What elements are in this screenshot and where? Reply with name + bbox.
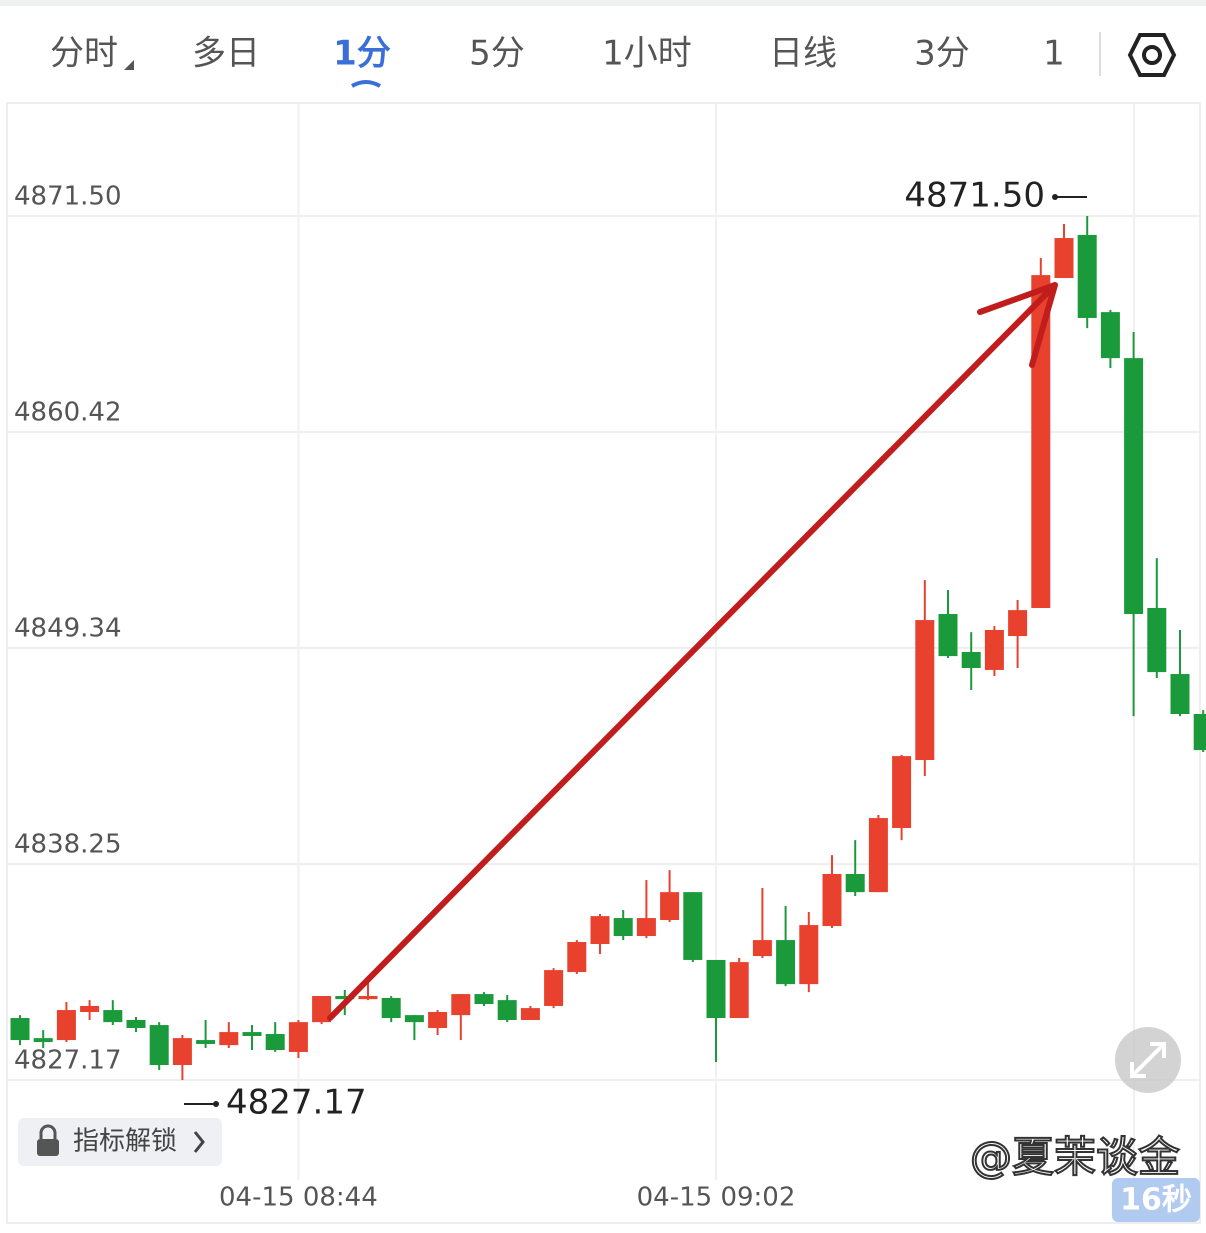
y-tick-label: 4860.42 [14,397,122,427]
y-tick-label: 4849.34 [14,613,122,643]
candle-body [497,1000,517,1020]
tab[interactable]: 分时 [50,34,118,74]
candle-body [1147,607,1167,673]
candle-body [636,918,656,936]
candle-body [288,1022,308,1052]
candle-body [613,918,633,936]
active-indicator [351,80,381,88]
candle-body [776,940,796,985]
candle-body [590,916,610,944]
dropdown-caret [124,60,134,70]
plot: 4827.17 4838.25 4849.34 4860.42 4871.50 04-15… [7,103,1206,1213]
candle-body [706,959,726,1019]
candle-body [845,874,865,893]
tab[interactable]: 3分 [914,34,970,74]
candle-body [33,1038,53,1043]
candle-body [103,1010,123,1023]
candle-body [265,1034,285,1051]
tab[interactable]: 多日 [192,34,260,74]
candle-body [544,970,564,1006]
drawn-arrow [327,282,1058,1021]
top-strip [0,0,1206,6]
candle-body [404,1015,424,1023]
tab-active[interactable]: 1分 [333,34,391,74]
candle-body [219,1032,239,1046]
candle-body [335,996,355,1000]
low-label: 4827.17 [226,1083,367,1123]
plot-frame [6,102,1201,1224]
candle-body [729,962,749,1019]
watermark: @夏茉谈金 [970,1133,1180,1182]
candle-body [892,756,912,829]
candle-body [567,942,587,973]
candle-body [381,997,401,1019]
candle-body [683,892,703,960]
candle-body [172,1038,192,1066]
candle-body [984,630,1004,670]
candle-body [1124,358,1144,615]
candle-body [1193,714,1206,751]
candle-body [149,1025,169,1066]
lock-label: 指标解锁 [73,1127,177,1157]
candle-body [752,940,772,957]
candle-body [56,1010,76,1041]
x-tick-label: 04-15 09:02 [637,1183,796,1213]
candle-body [126,1019,146,1028]
x-tick-label: 04-15 08:44 [219,1183,378,1213]
lock-button[interactable]: 指标解锁 [18,1118,222,1166]
candle-body [868,818,888,893]
candle-body [961,652,981,669]
candle-body [1077,234,1097,318]
candle-body [1054,238,1074,279]
candle-body [428,1011,448,1028]
settings-button[interactable] [1127,33,1177,77]
tab[interactable]: 5分 [469,34,525,74]
candle-body [451,994,471,1016]
timer-badge: 16秒 [1112,1178,1200,1222]
tab[interactable]: 日线 [769,34,837,74]
candle-body [822,874,842,927]
high-label: 4871.50 [904,176,1045,216]
low-marker [213,1101,219,1108]
candle-body [474,994,494,1005]
candle-body [358,996,378,1000]
candle-body [1008,610,1028,637]
candle-body [520,1008,540,1020]
timer-text: 16秒 [1120,1183,1192,1218]
tab[interactable]: 1 [1043,34,1065,74]
candle-body [1170,674,1190,715]
candle-body [915,620,935,760]
candle-body [312,996,332,1023]
tab[interactable]: 1小时 [602,34,692,74]
candle-body [242,1032,262,1036]
candle-body [1100,312,1120,359]
candle-body [10,1018,30,1041]
candle-body [196,1040,216,1044]
y-tick-label: 4838.25 [14,830,122,860]
tab-bar: 分时 多日 1分 5分 1小时 日线 3分 1 [50,32,1177,88]
y-tick-label: 4827.17 [14,1046,122,1076]
candle-body [660,892,680,921]
expand-button[interactable] [1115,1027,1181,1093]
candle-body [80,1005,100,1012]
candle-body [799,925,819,985]
y-tick-label: 4871.50 [14,182,122,212]
candle-body [938,614,958,657]
